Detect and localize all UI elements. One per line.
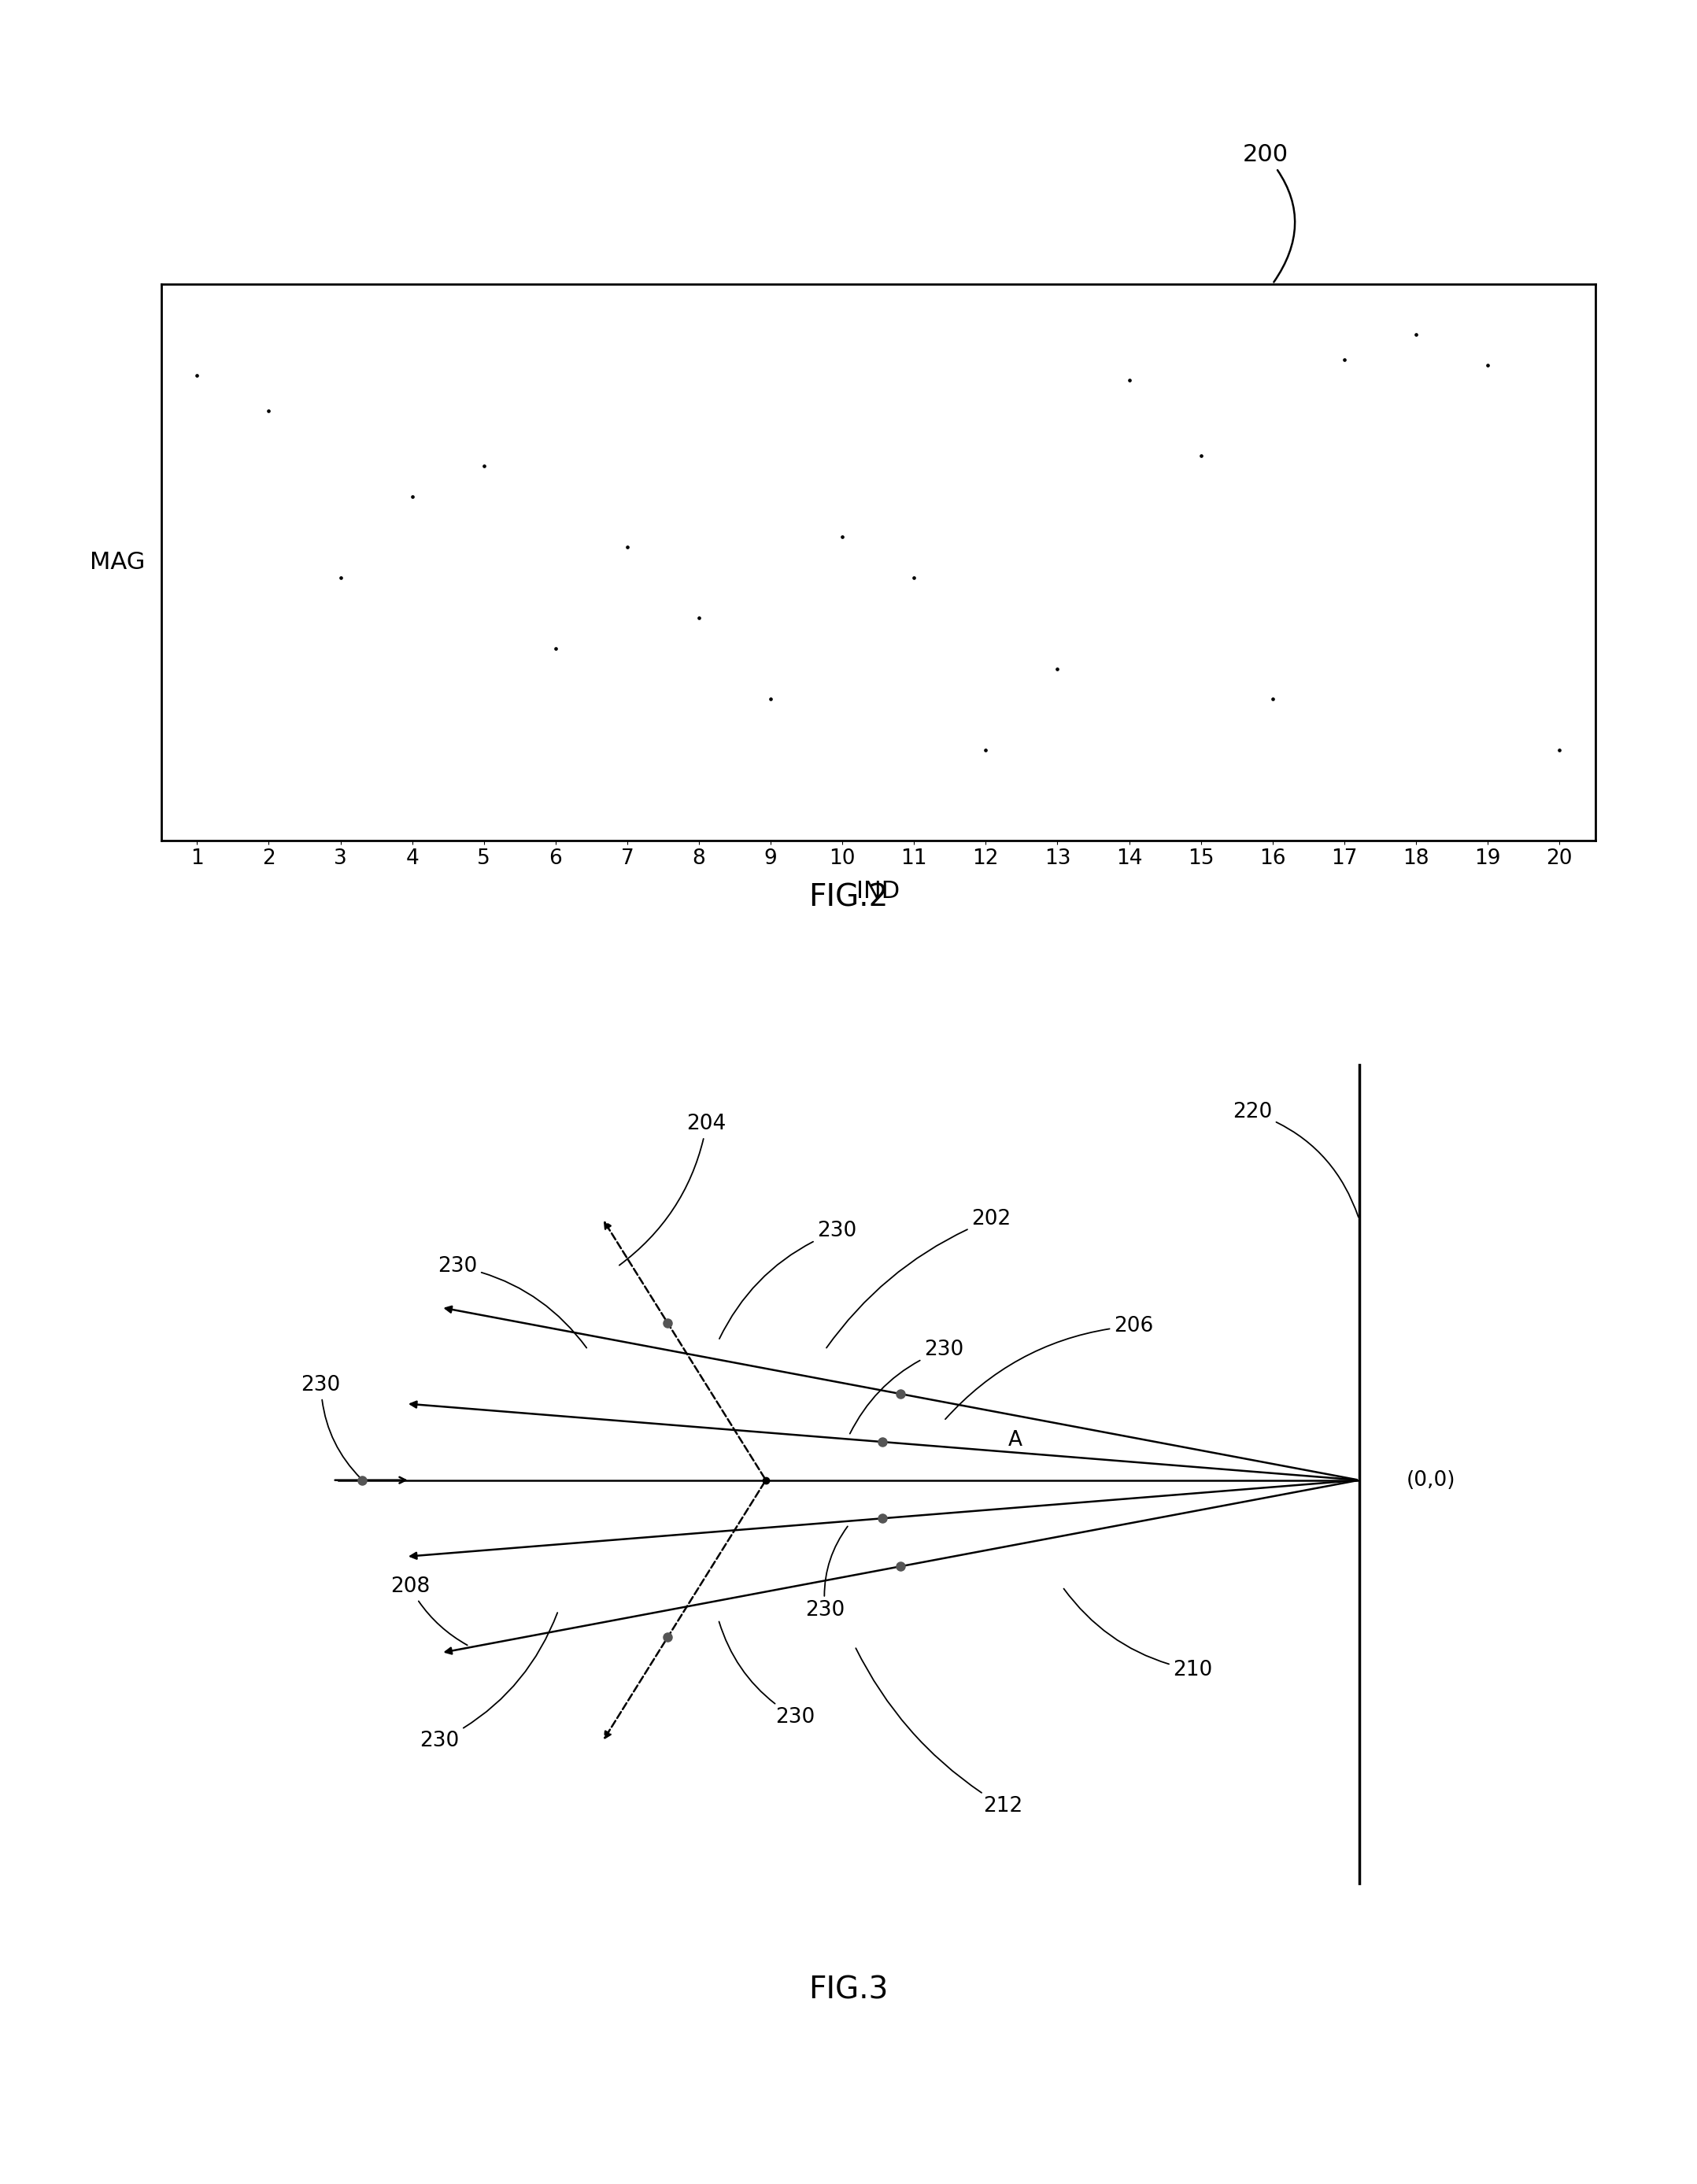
Point [541, 631, 568, 666]
Point [614, 531, 641, 566]
Point [757, 681, 784, 716]
Text: 210: 210 [1064, 1588, 1213, 1679]
Point [1115, 363, 1142, 397]
Text: A: A [1008, 1431, 1022, 1450]
Text: 220: 220 [1232, 1103, 1358, 1216]
Point [255, 393, 282, 428]
Point [328, 559, 355, 594]
Point [1402, 317, 1429, 352]
Text: 206: 206 [945, 1315, 1154, 1420]
Point [901, 559, 928, 594]
Text: FIG.2: FIG.2 [808, 882, 889, 913]
Text: 208: 208 [390, 1577, 467, 1645]
Point [470, 448, 497, 483]
Point [1330, 343, 1358, 378]
Text: 212: 212 [855, 1649, 1023, 1817]
X-axis label: IND: IND [857, 880, 899, 902]
Text: 230: 230 [850, 1339, 964, 1433]
Point [1259, 681, 1286, 716]
Point [183, 358, 210, 393]
Point [1044, 651, 1071, 686]
Text: 202: 202 [826, 1210, 1011, 1348]
Y-axis label: MAG: MAG [90, 550, 146, 574]
Text: FIG.3: FIG.3 [808, 1974, 889, 2005]
Point [1546, 732, 1573, 767]
Text: 200: 200 [1242, 144, 1295, 282]
Point [972, 732, 1000, 767]
Text: 230: 230 [806, 1527, 847, 1621]
Text: 230: 230 [300, 1376, 361, 1479]
Text: 230: 230 [419, 1612, 557, 1752]
Point [1188, 439, 1215, 474]
Point [828, 520, 855, 555]
Text: 230: 230 [720, 1221, 857, 1339]
Text: 230: 230 [720, 1623, 815, 1728]
Point [399, 478, 426, 513]
Text: (0,0): (0,0) [1407, 1470, 1456, 1489]
Point [1475, 347, 1502, 382]
Text: 230: 230 [438, 1256, 587, 1348]
Point [686, 601, 713, 636]
Text: 204: 204 [619, 1114, 726, 1265]
